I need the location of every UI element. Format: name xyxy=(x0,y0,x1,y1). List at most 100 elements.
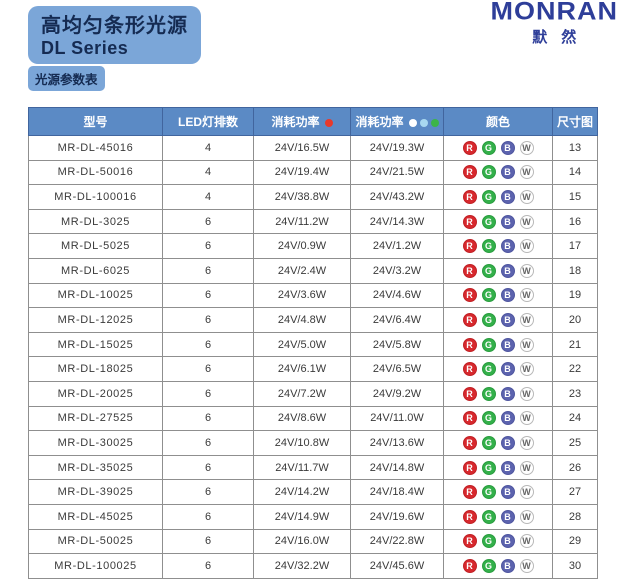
power-max-dots-icon xyxy=(406,115,439,129)
diagram-cell: 19 xyxy=(552,282,598,309)
table-row: MR-DL-35025 6 24V/11.7W 24V/14.8W R G B W 26 xyxy=(28,454,598,481)
color-chip-w: W xyxy=(519,214,534,229)
diagram-cell: 24 xyxy=(552,405,598,432)
table-row: MR-DL-27525 6 24V/8.6W 24V/11.0W R G B W 24 xyxy=(28,405,598,432)
model-cell: MR-DL-15025 xyxy=(28,331,163,358)
model-cell: MR-DL-10025 xyxy=(28,282,163,309)
color-chip-r: R xyxy=(462,485,477,500)
power-max-cell: 24V/6.4W xyxy=(350,307,444,333)
color-chip-b: B xyxy=(500,558,515,573)
model-cell: MR-DL-45016 xyxy=(28,135,163,161)
color-chip-w: W xyxy=(519,435,534,450)
table-row: MR-DL-50016 4 24V/19.4W 24V/21.5W R G B W 14 xyxy=(28,159,598,186)
led-rows-cell: 6 xyxy=(162,282,254,309)
table-row: MR-DL-10025 6 24V/3.6W 24V/4.6W R G B W 19 xyxy=(28,282,598,309)
color-chip-w: W xyxy=(519,485,534,500)
color-chip-g: G xyxy=(481,165,496,180)
diagram-cell: 20 xyxy=(552,307,598,333)
diagram-cell: 15 xyxy=(552,184,598,210)
color-chip-r: R xyxy=(462,189,477,204)
led-dot-icon xyxy=(430,118,439,127)
power-typ-cell: 24V/16.0W xyxy=(253,528,351,555)
led-rows-cell: 6 xyxy=(162,503,254,530)
table-body: MR-DL-45016 4 24V/16.5W 24V/19.3W R G B W 13 MR-D… xyxy=(28,135,598,579)
color-chip-b: B xyxy=(500,140,515,155)
color-chip-b: B xyxy=(500,435,515,450)
col-header-label: 消耗功率 xyxy=(271,115,320,129)
color-chip-r: R xyxy=(462,165,477,180)
table-row: MR-DL-45016 4 24V/16.5W 24V/19.3W R G B W 13 xyxy=(28,135,598,161)
led-rows-cell: 6 xyxy=(162,553,254,579)
color-chip-w: W xyxy=(519,386,534,401)
color-chip-b: B xyxy=(500,189,515,204)
model-cell: MR-DL-27525 xyxy=(28,405,163,432)
color-chip-r: R xyxy=(462,214,477,229)
diagram-cell: 26 xyxy=(552,454,598,481)
model-cell: MR-DL-20025 xyxy=(28,380,163,407)
led-rows-cell: 6 xyxy=(162,233,254,259)
led-rows-cell: 4 xyxy=(162,135,254,161)
brand-logo-chinese: 默然 xyxy=(532,29,591,46)
color-chip-b: B xyxy=(500,337,515,352)
color-chip-r: R xyxy=(462,411,477,426)
col-header-label: 消耗功率 xyxy=(355,115,404,129)
color-chip-b: B xyxy=(500,239,515,254)
power-typ-cell: 24V/6.1W xyxy=(253,356,351,382)
power-typ-cell: 24V/11.7W xyxy=(253,454,351,481)
power-typ-cell: 24V/7.2W xyxy=(253,380,351,407)
power-max-cell: 24V/19.3W xyxy=(350,135,444,161)
model-cell: MR-DL-100025 xyxy=(28,553,163,579)
model-cell: MR-DL-39025 xyxy=(28,479,163,505)
col-header-power-typical: 消耗功率 xyxy=(253,107,351,136)
color-chip-g: G xyxy=(481,558,496,573)
color-chip-b: B xyxy=(500,214,515,229)
color-chip-r: R xyxy=(462,140,477,155)
color-chip-g: G xyxy=(481,239,496,254)
color-chip-r: R xyxy=(462,435,477,450)
color-chip-g: G xyxy=(481,189,496,204)
diagram-cell: 27 xyxy=(552,479,598,505)
table-row: MR-DL-30025 6 24V/10.8W 24V/13.6W R G B W 25 xyxy=(28,430,598,456)
led-rows-cell: 6 xyxy=(162,331,254,358)
color-chip-g: G xyxy=(481,534,496,549)
power-typ-cell: 24V/8.6W xyxy=(253,405,351,432)
table-row: MR-DL-39025 6 24V/14.2W 24V/18.4W R G B W 27 xyxy=(28,479,598,505)
led-dot-icon xyxy=(408,118,417,127)
page-title-series: DL Series xyxy=(41,38,129,58)
power-typ-cell: 24V/14.9W xyxy=(253,503,351,530)
diagram-cell: 17 xyxy=(552,233,598,259)
power-typ-cell: 24V/3.6W xyxy=(253,282,351,309)
power-typ-cell: 24V/2.4W xyxy=(253,257,351,284)
color-chip-w: W xyxy=(519,362,534,377)
power-max-cell: 24V/45.6W xyxy=(350,553,444,579)
diagram-cell: 28 xyxy=(552,503,598,530)
power-max-cell: 24V/22.8W xyxy=(350,528,444,555)
diagram-cell: 22 xyxy=(552,356,598,382)
color-chip-r: R xyxy=(462,312,477,327)
table-row: MR-DL-18025 6 24V/6.1W 24V/6.5W R G B W 22 xyxy=(28,356,598,382)
color-chip-b: B xyxy=(500,534,515,549)
color-chip-r: R xyxy=(462,534,477,549)
diagram-cell: 18 xyxy=(552,257,598,284)
power-max-cell: 24V/13.6W xyxy=(350,430,444,456)
power-max-cell: 24V/6.5W xyxy=(350,356,444,382)
led-rows-cell: 6 xyxy=(162,405,254,432)
power-max-cell: 24V/1.2W xyxy=(350,233,444,259)
col-header-label: LED灯排数 xyxy=(177,115,238,129)
parameter-table: 型号 LED灯排数 消耗功率 消耗功率 颜色 尺寸图 MR-DL-45016 4 2… xyxy=(28,107,598,579)
model-cell: MR-DL-35025 xyxy=(28,454,163,481)
color-chip-g: G xyxy=(481,509,496,524)
led-rows-cell: 6 xyxy=(162,257,254,284)
col-header-model: 型号 xyxy=(28,107,163,136)
table-row: MR-DL-3025 6 24V/11.2W 24V/14.3W R G B W 16 xyxy=(28,208,598,235)
brand-logo-wordmark: MONRAN xyxy=(490,0,618,25)
diagram-cell: 16 xyxy=(552,208,598,235)
